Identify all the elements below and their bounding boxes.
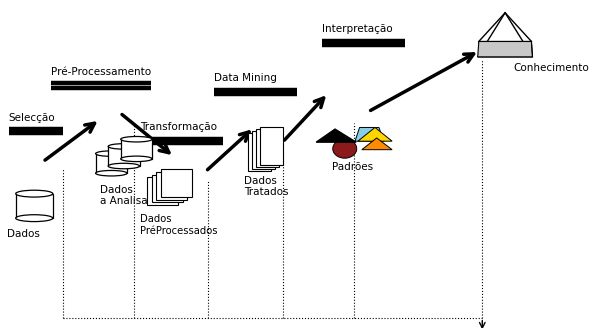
FancyBboxPatch shape <box>252 131 275 169</box>
Bar <box>121 139 152 159</box>
Text: Data Mining: Data Mining <box>214 73 277 83</box>
Polygon shape <box>362 138 392 150</box>
Text: Dados
Tratados: Dados Tratados <box>244 176 289 197</box>
Ellipse shape <box>333 139 357 158</box>
Bar <box>108 146 140 166</box>
Polygon shape <box>478 41 533 57</box>
Polygon shape <box>316 129 356 142</box>
Polygon shape <box>478 13 533 57</box>
Ellipse shape <box>108 144 140 149</box>
FancyBboxPatch shape <box>147 177 178 205</box>
FancyBboxPatch shape <box>161 170 192 197</box>
Text: Dados
a Analisar: Dados a Analisar <box>100 185 152 206</box>
FancyBboxPatch shape <box>152 175 183 202</box>
Polygon shape <box>358 128 392 141</box>
Bar <box>95 154 127 173</box>
FancyBboxPatch shape <box>248 133 271 171</box>
Ellipse shape <box>121 136 152 142</box>
Polygon shape <box>355 128 383 141</box>
Text: Selecção: Selecção <box>8 113 55 123</box>
FancyBboxPatch shape <box>256 129 279 167</box>
Ellipse shape <box>121 156 152 162</box>
Bar <box>16 194 53 218</box>
Text: Conhecimento: Conhecimento <box>514 63 589 73</box>
Ellipse shape <box>108 163 140 169</box>
Text: Interpretação: Interpretação <box>322 24 393 34</box>
Ellipse shape <box>16 190 53 197</box>
Ellipse shape <box>95 151 127 156</box>
Ellipse shape <box>95 171 127 176</box>
FancyBboxPatch shape <box>260 127 283 165</box>
Text: Dados: Dados <box>7 229 40 239</box>
Text: Pré-Processamento: Pré-Processamento <box>52 67 151 77</box>
Text: Transformação: Transformação <box>140 122 217 133</box>
Ellipse shape <box>16 215 53 222</box>
FancyBboxPatch shape <box>156 172 187 200</box>
Text: Dados
PréProcessados: Dados PréProcessados <box>140 214 217 236</box>
Text: Padrões: Padrões <box>332 162 373 172</box>
